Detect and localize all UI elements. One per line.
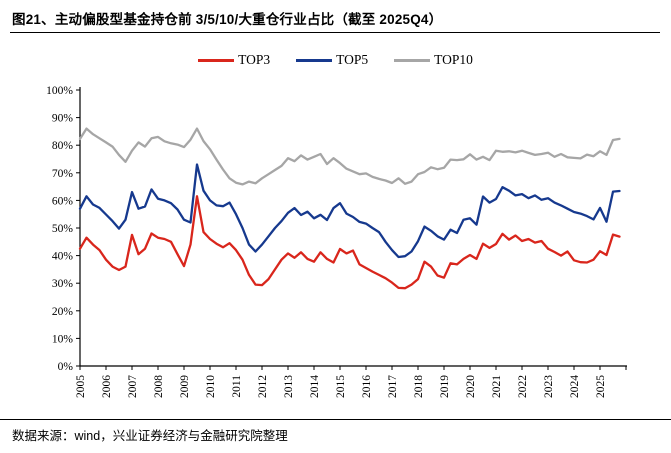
legend-item-top10: TOP10 [394,52,473,68]
y-tick-label: 30% [52,278,74,290]
chart-legend: TOP3 TOP5 TOP10 [0,52,671,68]
x-tick-label: 2012 [257,375,269,398]
chart-canvas: 0% 10% 20% 30% 40% 50% 60% 70% 80% 90% 100% 2005 200… [46,85,627,398]
x-tick-label: 2010 [205,375,217,398]
x-tick-label: 2015 [335,375,347,398]
series-line-top10 [78,127,621,186]
x-tick-label: 2013 [283,375,295,398]
x-tick-label: 2024 [569,375,581,398]
y-tick-label: 80% [52,140,74,152]
title-underline [10,32,660,33]
legend-label-top5: TOP5 [336,52,369,67]
x-tick-label: 2014 [309,375,321,398]
legend-label-top10: TOP10 [434,52,473,67]
y-tick-label: 40% [52,251,74,263]
legend-item-top3: TOP3 [198,52,270,68]
x-tick-label: 2008 [153,375,165,398]
y-tick-label: 50% [52,223,74,235]
series-line-top5 [78,163,621,259]
chart-title: 图21、主动偏股型基金持仓前 3/5/10/大重仓行业占比（截至 2025Q4） [12,12,443,27]
top5-line-swatch [296,58,333,62]
data-source-note: 数据来源：wind，兴业证券经济与金融研究院整理 [12,429,288,443]
x-tick-label: 2009 [179,375,191,398]
y-tick-label: 10% [52,333,74,345]
x-tick-label: 2025 [595,375,607,398]
x-tick-label: 2017 [387,375,399,398]
x-tick-label: 2005 [75,375,87,398]
top3-line-swatch [198,58,235,62]
x-tick-label: 2007 [127,375,139,398]
y-tick-label: 70% [52,168,74,180]
x-tick-label: 2022 [517,375,529,398]
x-tick-label: 2006 [101,375,113,398]
x-tick-label: 2021 [491,375,503,398]
top10-line-swatch [394,58,431,62]
footer-divider [0,419,671,420]
y-tick-label: 60% [52,195,74,207]
legend-label-top3: TOP3 [238,52,271,67]
y-tick-label: 100% [46,85,73,97]
series-line-top3 [78,195,621,290]
y-tick-label: 20% [52,306,74,318]
y-tick-label: 90% [52,113,74,125]
line-chart: 0% 10% 20% 30% 40% 50% 60% 70% 80% 90% 100% 2005 200… [0,75,671,419]
x-tick-label: 2018 [413,375,425,398]
y-tick-label: 0% [58,361,74,373]
x-tick-label: 2011 [231,375,243,398]
legend-item-top5: TOP5 [296,52,368,68]
x-tick-label: 2016 [361,375,373,398]
x-tick-label: 2019 [439,375,451,398]
x-tick-label: 2020 [465,375,477,398]
x-tick-label: 2023 [543,375,555,398]
